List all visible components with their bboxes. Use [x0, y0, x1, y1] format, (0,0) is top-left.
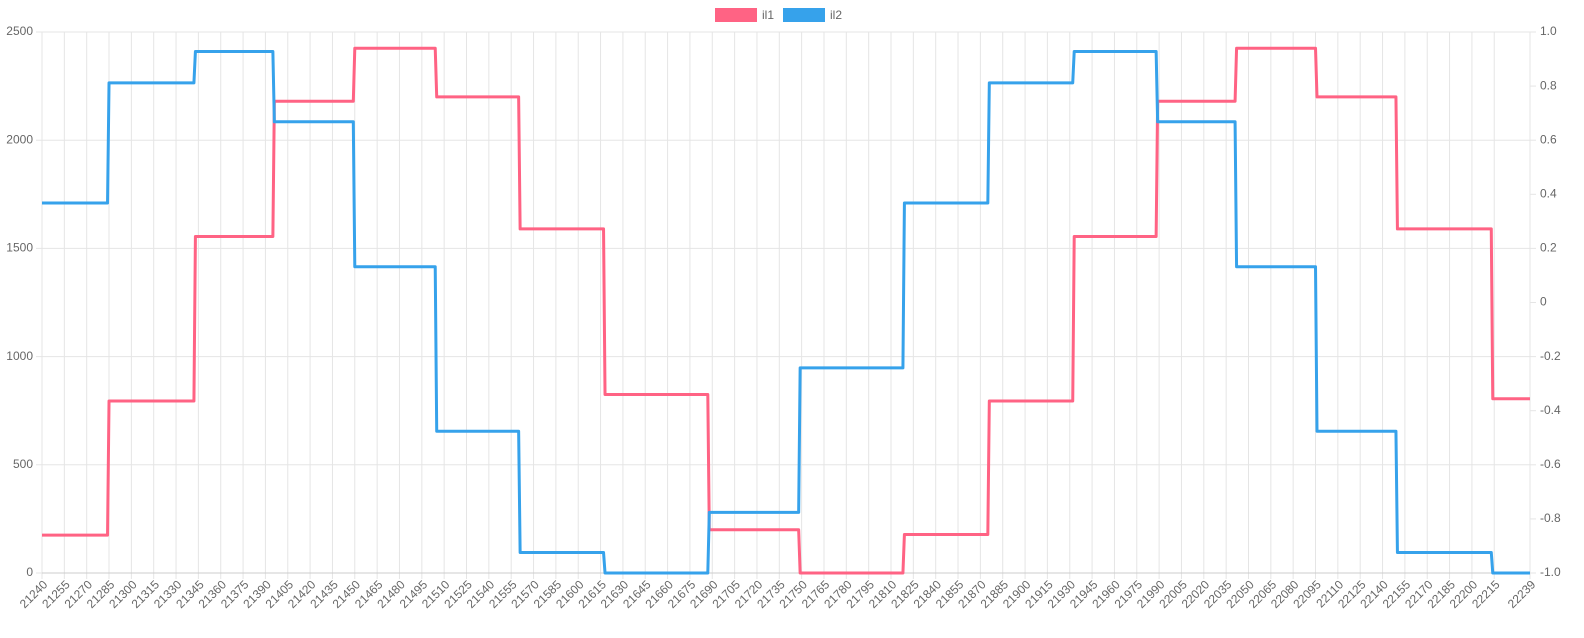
- y2-tick-label: -0.8: [1540, 511, 1561, 525]
- y2-tick-label: 1.0: [1540, 24, 1557, 38]
- y-tick-label: 500: [13, 457, 33, 471]
- y2-tick-label: -1.0: [1540, 565, 1561, 579]
- series-line: [42, 46, 1530, 575]
- y2-tick-label: 0: [1540, 295, 1547, 309]
- y-tick-label: 2500: [6, 24, 33, 38]
- y2-tick-label: -0.4: [1540, 403, 1561, 417]
- legend-swatch: [715, 8, 757, 22]
- y-tick-label: 2000: [6, 132, 33, 146]
- x-tick-label: 22239: [1505, 577, 1539, 611]
- legend-label: il2: [830, 8, 842, 22]
- legend-label: il1: [762, 8, 774, 22]
- y2-tick-label: 0.8: [1540, 78, 1557, 92]
- y2-tick-label: -0.6: [1540, 457, 1561, 471]
- y-tick-label: 1500: [6, 241, 33, 255]
- legend-swatch: [783, 8, 825, 22]
- y2-tick-label: 0.4: [1540, 186, 1557, 200]
- y2-tick-label: 0.6: [1540, 132, 1557, 146]
- series-line: [42, 49, 1530, 575]
- y-tick-label: 1000: [6, 349, 33, 363]
- y2-tick-label: 0.2: [1540, 241, 1557, 255]
- y2-tick-label: -0.2: [1540, 349, 1561, 363]
- y-tick-label: 0: [26, 565, 33, 579]
